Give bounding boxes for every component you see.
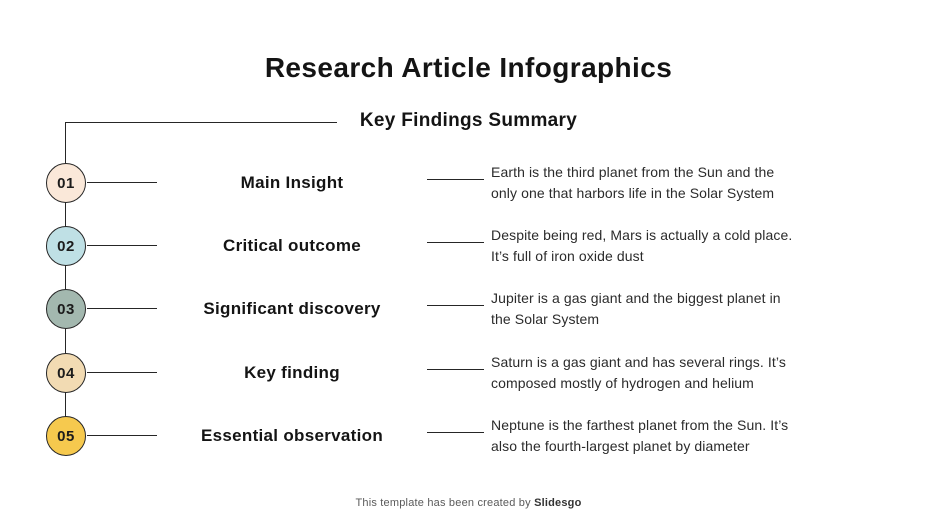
finding-description: Saturn is a gas giant and has several ri…	[491, 352, 871, 394]
finding-title: Essential observation	[200, 426, 384, 445]
circle-connector-line	[87, 372, 157, 373]
footer-credit-text: This template has been created by	[355, 497, 535, 509]
step-circle-1: 01	[46, 163, 86, 203]
finding-row-3: 03 Significant discovery Jupiter is a ga…	[0, 277, 937, 341]
circle-connector-line	[87, 245, 157, 246]
footer-brand: Slidesgo	[534, 497, 582, 509]
finding-description: Jupiter is a gas giant and the biggest p…	[491, 288, 871, 330]
finding-row-1: 01 Main Insight Earth is the third plane…	[0, 151, 937, 215]
description-line: Earth is the third planet from the Sun a…	[491, 164, 775, 180]
description-rule-line	[427, 242, 484, 243]
footer-credit: This template has been created by Slides…	[0, 497, 937, 509]
description-line: It’s full of iron oxide dust	[491, 248, 644, 264]
finding-title: Critical outcome	[223, 236, 361, 255]
finding-row-2: 02 Critical outcome Despite being red, M…	[0, 214, 937, 278]
finding-title: Main Insight	[240, 173, 344, 192]
description-line: Neptune is the farthest planet from the …	[491, 417, 789, 433]
step-circle-5: 05	[46, 416, 86, 456]
description-rule-line	[427, 179, 484, 180]
circle-connector-line	[87, 308, 157, 309]
step-circle-2: 02	[46, 226, 86, 266]
description-rule-line	[427, 432, 484, 433]
description-line: Saturn is a gas giant and has several ri…	[491, 354, 786, 370]
finding-row-5: 05 Essential observation Neptune is the …	[0, 404, 937, 468]
circle-connector-line	[87, 182, 157, 183]
subtitle-connector-line	[66, 122, 337, 123]
finding-title: Significant discovery	[203, 299, 381, 318]
description-line: composed mostly of hydrogen and helium	[491, 375, 754, 391]
finding-row-4: 04 Key finding Saturn is a gas giant and…	[0, 341, 937, 405]
finding-description: Neptune is the farthest planet from the …	[491, 415, 871, 457]
description-rule-line	[427, 369, 484, 370]
section-subtitle: Key Findings Summary	[359, 110, 578, 131]
page-title: Research Article Infographics	[264, 52, 673, 83]
step-circle-3: 03	[46, 289, 86, 329]
description-rule-line	[427, 305, 484, 306]
description-line: the Solar System	[491, 311, 600, 327]
finding-description: Earth is the third planet from the Sun a…	[491, 162, 871, 204]
vertical-spine-line	[65, 122, 66, 436]
circle-connector-line	[87, 435, 157, 436]
description-line: also the fourth-largest planet by diamet…	[491, 438, 750, 454]
description-line: Jupiter is a gas giant and the biggest p…	[491, 290, 781, 306]
description-line: Despite being red, Mars is actually a co…	[491, 227, 793, 243]
finding-title: Key finding	[244, 363, 340, 382]
step-circle-4: 04	[46, 353, 86, 393]
finding-description: Despite being red, Mars is actually a co…	[491, 225, 871, 267]
description-line: only one that harbors life in the Solar …	[491, 185, 775, 201]
